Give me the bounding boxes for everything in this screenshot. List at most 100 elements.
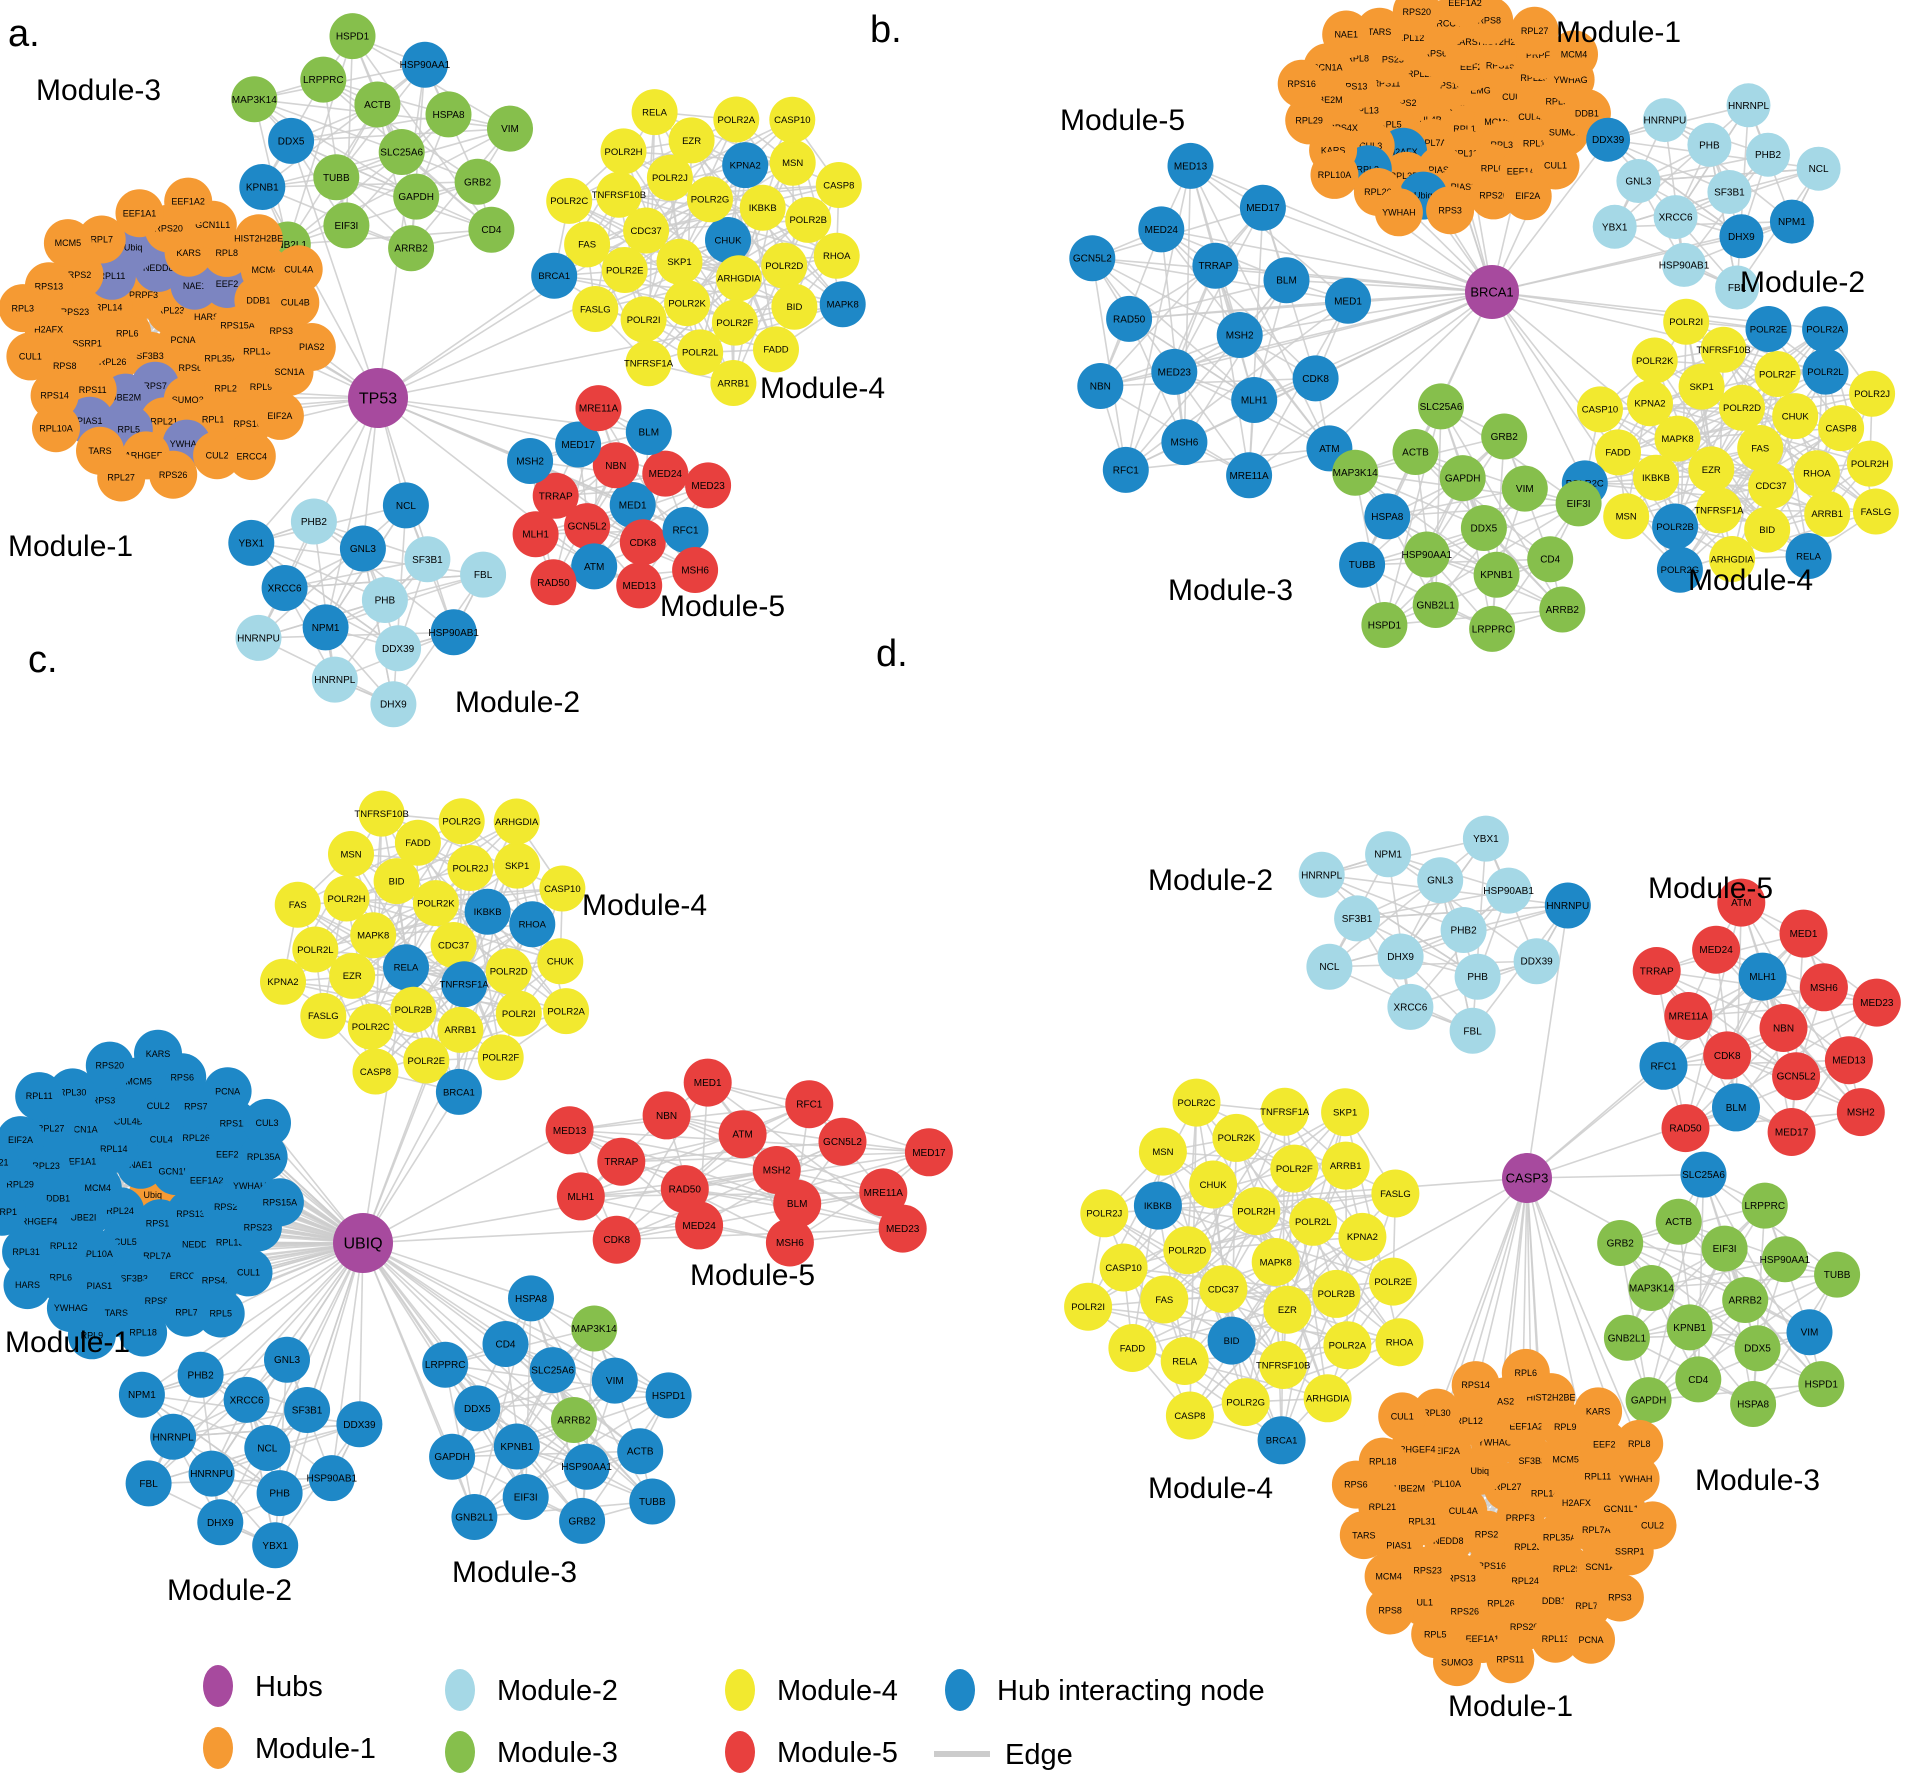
node-ARRB2[interactable] (388, 225, 435, 272)
node-GNL3[interactable] (264, 1336, 310, 1383)
node-POLR2E[interactable] (1745, 306, 1792, 352)
node-CHUK[interactable] (1189, 1160, 1238, 1209)
node-POLR2K[interactable] (1631, 337, 1678, 384)
node-MAPK8[interactable] (819, 281, 866, 328)
node-POLR2J[interactable] (1080, 1189, 1129, 1238)
node-RPL8[interactable] (1615, 1419, 1664, 1468)
node-HNRNPU[interactable] (1642, 98, 1687, 143)
node-DHX9[interactable] (197, 1499, 244, 1546)
node-IKBKB[interactable] (464, 888, 511, 935)
node-POLR2K[interactable] (664, 280, 711, 327)
node-HNRNPL[interactable] (150, 1413, 197, 1460)
node-DDX39[interactable] (1513, 938, 1560, 985)
node-FADD[interactable] (753, 326, 799, 373)
node-BID[interactable] (1744, 506, 1791, 553)
node-TNFRSF10B[interactable] (358, 790, 405, 837)
node-POLR2H[interactable] (1232, 1187, 1281, 1236)
node-VIM[interactable] (1786, 1309, 1833, 1356)
node-DDX39[interactable] (375, 625, 422, 672)
node-CUL1[interactable] (224, 1248, 273, 1297)
node-POLR2I[interactable] (1064, 1282, 1113, 1331)
node-GAPDH[interactable] (393, 173, 440, 220)
node-BLM[interactable] (625, 409, 672, 455)
node-ARRB2[interactable] (550, 1397, 597, 1443)
node-VIM[interactable] (591, 1357, 638, 1404)
node-RPS3[interactable] (1426, 186, 1475, 235)
hub-node-BRCA1[interactable] (1465, 265, 1519, 319)
node-POLR2L[interactable] (1802, 348, 1849, 395)
node-GRB2[interactable] (454, 158, 501, 205)
node-CDC37[interactable] (623, 207, 670, 254)
node-POLR2F[interactable] (1754, 351, 1801, 397)
node-POLR2H[interactable] (600, 128, 647, 175)
node-ARHGDIA[interactable] (715, 255, 762, 302)
node-MSH6[interactable] (1161, 419, 1208, 466)
node-DHX9[interactable] (1719, 214, 1764, 259)
node-MSH6[interactable] (672, 547, 719, 593)
node-GNL3[interactable] (1616, 159, 1661, 203)
node-YBX1[interactable] (1462, 815, 1509, 862)
node-MED24[interactable] (1692, 925, 1741, 974)
node-POLR2B[interactable] (785, 196, 832, 243)
node-LRPPRC[interactable] (300, 56, 347, 103)
node-HSPD1[interactable] (645, 1372, 692, 1419)
node-YWHAH[interactable] (1374, 188, 1423, 237)
node-DHX9[interactable] (1377, 933, 1424, 980)
node-TRRAP[interactable] (1192, 242, 1239, 289)
node-FASLG[interactable] (1852, 488, 1899, 535)
node-MAP3K14[interactable] (231, 76, 278, 123)
node-MED23[interactable] (1852, 978, 1901, 1027)
node-POLR2I[interactable] (495, 990, 542, 1037)
node-KPNA2[interactable] (1627, 380, 1673, 427)
node-ARRB2[interactable] (1539, 586, 1586, 633)
node-RPS16[interactable] (1277, 59, 1326, 108)
node-GAPDH[interactable] (1439, 455, 1486, 502)
node-FASLG[interactable] (1371, 1169, 1420, 1218)
node-HARS[interactable] (3, 1261, 52, 1310)
node-CHUK[interactable] (537, 938, 584, 985)
node-BID[interactable] (771, 283, 818, 330)
node-GNL3[interactable] (339, 525, 386, 572)
node-POLR2E[interactable] (1369, 1257, 1418, 1306)
node-POLR2B[interactable] (1312, 1269, 1361, 1318)
node-MED24[interactable] (1138, 206, 1185, 253)
node-RPS11[interactable] (1486, 1635, 1535, 1684)
node-RPL5[interactable] (196, 1289, 245, 1338)
node-EIF2A[interactable] (255, 391, 304, 440)
node-CHUK[interactable] (705, 217, 751, 263)
node-SKP1[interactable] (1678, 363, 1725, 410)
node-MED1[interactable] (609, 482, 656, 528)
node-ATM[interactable] (571, 543, 618, 590)
node-MLH1[interactable] (1738, 952, 1787, 1001)
node-DDX5[interactable] (1734, 1325, 1781, 1372)
node-NPM1[interactable] (118, 1371, 165, 1418)
node-BID[interactable] (373, 858, 420, 905)
node-MCM4[interactable] (1364, 1552, 1413, 1601)
node-SLC25A6[interactable] (529, 1347, 576, 1394)
node-RPL6[interactable] (1501, 1348, 1550, 1397)
node-MED24[interactable] (642, 450, 689, 497)
node-MRE11A[interactable] (859, 1168, 908, 1217)
node-FBL[interactable] (1715, 265, 1760, 310)
node-SKP1[interactable] (656, 238, 703, 285)
node-MAP3K14[interactable] (1628, 1265, 1675, 1311)
node-PHB[interactable] (256, 1470, 303, 1517)
node-TNFRSF1A[interactable] (1260, 1087, 1309, 1136)
node-TNFRSF1A[interactable] (625, 340, 672, 387)
node-MLH1[interactable] (512, 511, 559, 558)
node-YBX1[interactable] (228, 519, 275, 566)
node-MED17[interactable] (555, 421, 602, 468)
node-CUL4A[interactable] (274, 245, 323, 294)
node-MAP3K14[interactable] (1332, 449, 1379, 496)
node-MLH1[interactable] (1231, 377, 1278, 423)
node-MED13[interactable] (616, 562, 663, 609)
node-RPS15A[interactable] (255, 1178, 304, 1227)
node-POLR2F[interactable] (711, 299, 758, 346)
node-POLR2G[interactable] (438, 798, 485, 845)
node-RAD50[interactable] (1106, 295, 1153, 342)
node-CASP10[interactable] (1577, 386, 1623, 433)
node-ERCC4[interactable] (227, 432, 276, 481)
node-XRCC6[interactable] (1653, 195, 1698, 240)
node-RPL21[interactable] (0, 1139, 19, 1187)
node-MED13[interactable] (1167, 142, 1214, 189)
